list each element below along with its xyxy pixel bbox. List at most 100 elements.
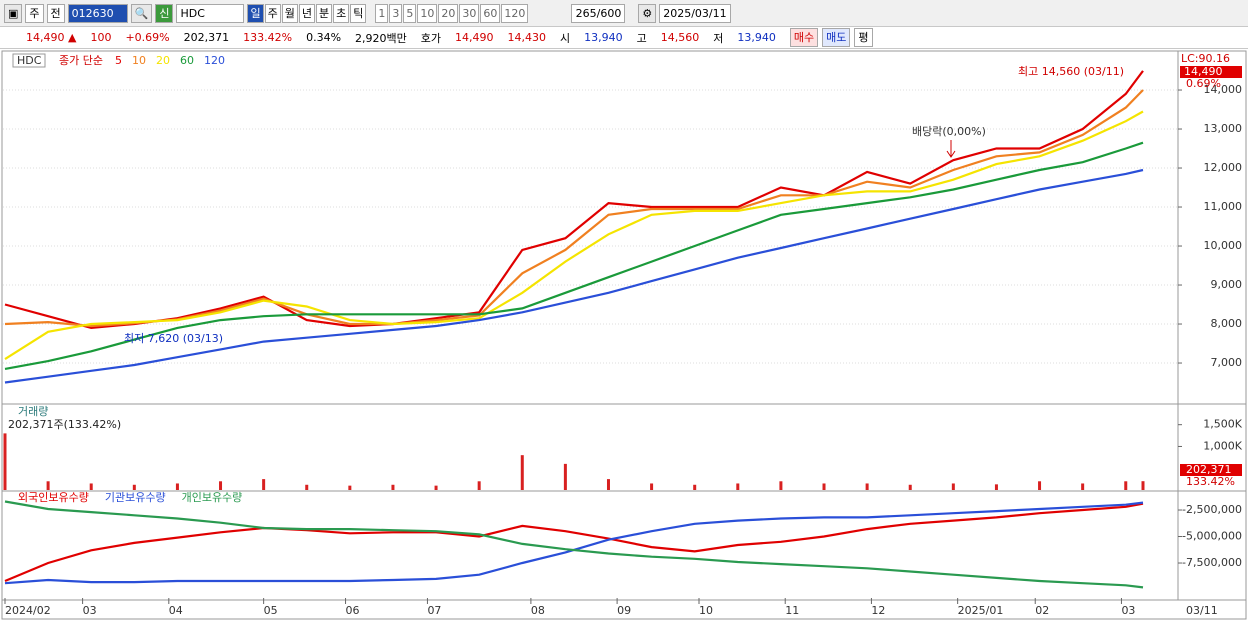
minute[interactable]: 30: [459, 3, 480, 23]
vol-last: 202,371: [1186, 463, 1232, 476]
minute[interactable]: 1: [375, 3, 389, 23]
open-label: 시: [560, 31, 571, 45]
volume-subtitle: 202,371주(133.42%): [8, 418, 121, 431]
volume-bar: [262, 479, 266, 490]
volume-bar: [606, 479, 610, 490]
minutes: 1 3 5 10 20 30 60 120: [375, 3, 529, 23]
period[interactable]: 월: [281, 3, 298, 23]
x-tick-label: 03: [1121, 604, 1135, 617]
avg[interactable]: 평: [854, 28, 873, 47]
volume: 202,371: [183, 31, 230, 44]
minute[interactable]: 5: [403, 3, 417, 23]
x-tick-label: 08: [531, 604, 545, 617]
period[interactable]: 틱: [350, 3, 367, 23]
series-line: [4, 89, 1144, 328]
y-tick-label: 11,000: [1204, 200, 1243, 213]
volume-bar: [46, 481, 50, 490]
volume-bar: [434, 485, 438, 490]
price: 14,490 ▲: [26, 31, 77, 44]
volume-bar: [563, 463, 567, 490]
y-tick-label: -7,500,000: [1182, 556, 1242, 569]
annotation-dividend: 배당락(0,00%): [912, 125, 986, 138]
search[interactable]: 🔍: [130, 3, 153, 23]
high-label: 고: [636, 31, 647, 45]
volume-bar: [477, 481, 481, 490]
minute[interactable]: 10: [417, 3, 438, 23]
y-tick-label: 8,000: [1211, 317, 1243, 330]
legend-title: 종가 단순: [59, 54, 103, 67]
volume-bar: [3, 433, 7, 490]
series-line: [4, 501, 1144, 585]
period[interactable]: 년: [298, 3, 315, 23]
x-tick-label: 07: [427, 604, 441, 617]
buy[interactable]: 매수: [789, 28, 819, 47]
volume-bar: [736, 483, 740, 490]
quote-label: 호가: [420, 31, 442, 45]
legend-entry: 외국인보유수량: [18, 491, 89, 504]
sell[interactable]: 매도: [822, 28, 851, 47]
volume-bar: [520, 455, 524, 490]
volume-title: 거래량: [18, 405, 48, 418]
vol-rate: 133.42%: [1186, 475, 1235, 488]
credit[interactable]: 신: [155, 3, 174, 23]
ask: 14,490: [455, 31, 494, 44]
prev[interactable]: 전: [46, 3, 65, 23]
info-bar: 14,490 ▲ 100 +0.69% 202,371 133.42% 0.34…: [0, 27, 1248, 49]
x-tick-label: 06: [346, 604, 360, 617]
minute[interactable]: 3: [389, 3, 403, 23]
low: 13,940: [737, 31, 776, 44]
series-line: [4, 70, 1144, 330]
tools[interactable]: ⚙: [638, 3, 657, 23]
y-tick-label: 1,000K: [1203, 439, 1242, 452]
volume-bar: [219, 481, 223, 490]
legend-entry: 60: [180, 54, 194, 67]
change: 100: [90, 31, 112, 44]
stock-name: HDC: [17, 54, 42, 67]
turnover: 0.34%: [306, 31, 342, 44]
period[interactable]: 분: [315, 3, 333, 23]
volume-bar: [89, 483, 93, 490]
last-box: [1180, 66, 1242, 78]
vol-last-box: [1180, 464, 1242, 476]
volume-bar: [994, 484, 998, 490]
legend-entry: 5: [115, 54, 122, 67]
volume-bar: [951, 483, 955, 490]
lc-label: LC:90.16: [1181, 52, 1230, 65]
volume-bar: [305, 484, 309, 490]
minute[interactable]: 20: [438, 3, 459, 23]
y-tick-label: 14,000: [1204, 83, 1243, 96]
minute[interactable]: 120: [501, 3, 529, 23]
period[interactable]: 초: [333, 3, 350, 23]
y-tick-label: 13,000: [1204, 122, 1243, 135]
code[interactable]: 012630: [67, 3, 128, 23]
x-tick-label: 12: [871, 604, 885, 617]
minute[interactable]: 60: [480, 3, 501, 23]
volume-bar: [779, 481, 783, 490]
legend-entry: 기관보유수량: [105, 491, 166, 504]
period[interactable]: 일: [247, 3, 264, 23]
legend-entry: 20: [156, 54, 170, 67]
series-line: [4, 500, 1144, 589]
volume-bar: [1081, 483, 1085, 490]
y-tick-label: 12,000: [1204, 161, 1243, 174]
legend-entry: 개인보유수량: [182, 491, 243, 504]
volume-bar: [391, 484, 395, 490]
x-tick-label: 02: [1035, 604, 1049, 617]
market[interactable]: 주: [25, 3, 44, 23]
icon[interactable]: ▣: [4, 3, 23, 23]
bid: 14,430: [507, 31, 547, 44]
volume-bar: [1038, 481, 1042, 490]
date[interactable]: 2025/03/11: [659, 3, 732, 23]
annotation-high: 최고 14,560 (03/11): [1018, 65, 1124, 78]
annotation-low: 최저 7,620 (03/13): [124, 332, 223, 345]
volume-bar: [650, 483, 654, 490]
y-tick-label: -2,500,000: [1182, 503, 1242, 516]
x-tick-label: 09: [617, 604, 631, 617]
volume-bar: [693, 484, 697, 490]
x-tick-label: 2024/02: [5, 604, 51, 617]
rate-label: 0.69%: [1186, 77, 1221, 90]
period[interactable]: 주: [264, 3, 281, 23]
volume-bar: [822, 483, 826, 490]
